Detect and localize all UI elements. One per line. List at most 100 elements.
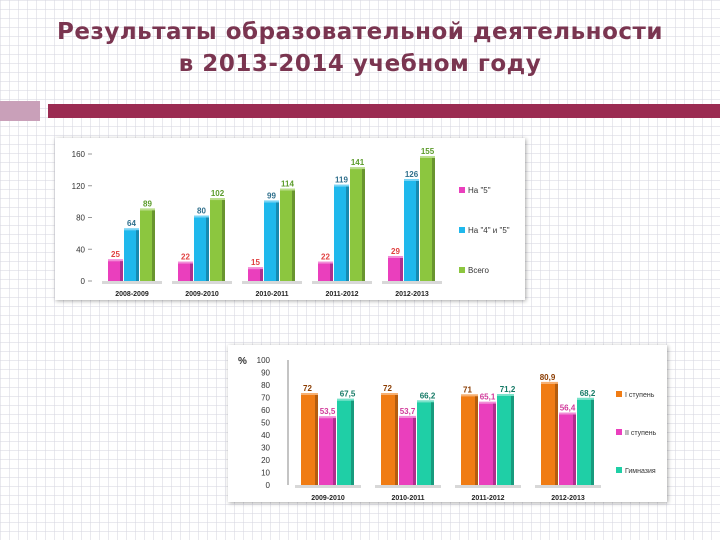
chart1-bar (334, 186, 349, 281)
chart2-bar-side (333, 418, 336, 485)
chart2-category-label: 2009-2010 (311, 495, 345, 502)
chart1-data-label: 15 (251, 258, 260, 267)
chart2-y-tick-label: 100 (257, 356, 271, 365)
chart2-bar (301, 395, 318, 485)
chart2-bar-top (479, 401, 496, 404)
chart2-bar-top (497, 394, 514, 396)
chart1-bar-side (152, 210, 155, 281)
chart2-bar-top (337, 398, 354, 401)
chart1-category-floor (382, 281, 442, 284)
chart2-data-label: 80,9 (540, 373, 556, 382)
chart2-bar-side (591, 399, 594, 485)
grades-count-chart-svg: 0 40 80 120 160 25 64 89 2008-2009 22 80 102 2009-20… (72, 147, 510, 298)
chart1-y-tick-label: 80 (76, 214, 85, 223)
chart1-bar (280, 190, 295, 281)
chart2-bar-top (399, 415, 416, 418)
chart2-category-floor (535, 485, 601, 488)
chart2-legend-label: I ступень (625, 392, 655, 399)
chart2-y-tick-label: 90 (261, 369, 270, 378)
chart2-bar (461, 396, 478, 485)
chart2-bar (417, 402, 434, 485)
chart1-data-label: 22 (321, 253, 330, 262)
chart1-data-label: 155 (421, 147, 435, 156)
chart1-bar-top (334, 184, 349, 187)
chart2-y-axis-unit: % (238, 356, 247, 367)
chart1-data-label: 25 (111, 250, 120, 259)
slide-title-line-1: Результаты образовательной деятельности (57, 19, 663, 45)
chart1-category-label: 2012-2013 (395, 291, 429, 298)
chart1-bar (404, 180, 419, 281)
chart2-y-tick-label: 20 (261, 456, 270, 465)
slide-title: Результаты образовательной деятельности … (0, 16, 720, 80)
chart2-bar (381, 395, 398, 485)
quality-percent-chart: 0 10 20 30 40 50 60 70 80 90 100% 72 53,5 67,5 2009-20… (228, 345, 667, 502)
chart1-category-label: 2011-2012 (325, 291, 358, 298)
chart2-bar (479, 403, 496, 485)
chart2-bar-side (351, 400, 354, 485)
chart1-data-label: 114 (281, 180, 294, 189)
chart2-data-label: 53,5 (320, 407, 336, 416)
chart1-bar-side (362, 169, 365, 281)
chart2-bar-top (301, 393, 318, 395)
chart2-bar (337, 400, 354, 485)
chart2-category-floor (295, 485, 361, 488)
chart1-data-label: 99 (267, 191, 276, 200)
chart1-bar (350, 169, 365, 281)
chart1-bar (140, 210, 155, 281)
chart2-bar-top (577, 397, 594, 400)
chart1-legend-label: Всего (468, 266, 490, 275)
chart1-bar-top (194, 215, 209, 218)
chart2-data-label: 72 (303, 384, 312, 393)
chart2-bar-side (315, 395, 318, 485)
chart1-y-tick-label: 40 (76, 245, 85, 254)
chart1-legend-swatch (459, 267, 465, 273)
chart2-y-tick-label: 80 (261, 381, 270, 390)
chart2-bar-side (475, 396, 478, 485)
chart1-data-label: 80 (197, 207, 206, 216)
chart2-bar (399, 417, 416, 485)
chart2-y-tick-label: 30 (261, 444, 270, 453)
chart1-bar (420, 157, 435, 281)
chart1-data-label: 64 (127, 219, 136, 228)
chart1-bar (178, 263, 193, 281)
chart1-category-floor (312, 281, 372, 284)
chart1-legend-swatch (459, 227, 465, 233)
chart2-legend-label: II ступень (625, 430, 657, 437)
chart2-category-label: 2011-2012 (471, 495, 504, 502)
chart1-y-tick-label: 160 (72, 150, 86, 159)
chart2-category-floor (375, 485, 441, 488)
chart1-bar-top (140, 208, 155, 211)
chart2-legend-swatch (616, 467, 622, 473)
chart2-y-tick-label: 50 (261, 419, 270, 428)
chart1-bar-side (190, 263, 193, 281)
chart1-bar-top (124, 228, 139, 231)
chart2-bar (559, 414, 576, 485)
chart2-bar-top (319, 416, 336, 419)
chart1-data-label: 89 (143, 199, 152, 208)
chart2-bar-side (511, 396, 514, 485)
chart2-bar-top (541, 381, 558, 384)
chart1-category-label: 2010-2011 (255, 291, 288, 298)
chart1-bar-side (206, 217, 209, 281)
chart1-bar (210, 200, 225, 281)
accent-square (0, 101, 40, 121)
chart2-legend-swatch (616, 429, 622, 435)
chart2-legend-swatch (616, 391, 622, 397)
chart2-y-tick-label: 70 (261, 394, 270, 403)
chart2-data-label: 56,4 (560, 404, 576, 413)
chart2-data-label: 53,7 (400, 407, 416, 416)
chart2-y-tick-label: 40 (261, 431, 270, 440)
chart1-bar-top (108, 259, 123, 262)
chart1-category-floor (242, 281, 302, 284)
chart1-bar-side (400, 257, 403, 281)
chart1-legend-swatch (459, 187, 465, 193)
chart2-data-label: 66,2 (420, 391, 436, 400)
chart1-data-label: 126 (405, 170, 419, 179)
chart2-bar-top (559, 412, 576, 415)
chart2-bar (497, 396, 514, 485)
chart1-y-tick-label: 0 (81, 277, 86, 286)
chart1-bar-side (276, 202, 279, 281)
chart1-bar-top (420, 155, 435, 158)
chart2-category-label: 2010-2011 (391, 495, 424, 502)
chart1-category-floor (102, 281, 162, 284)
